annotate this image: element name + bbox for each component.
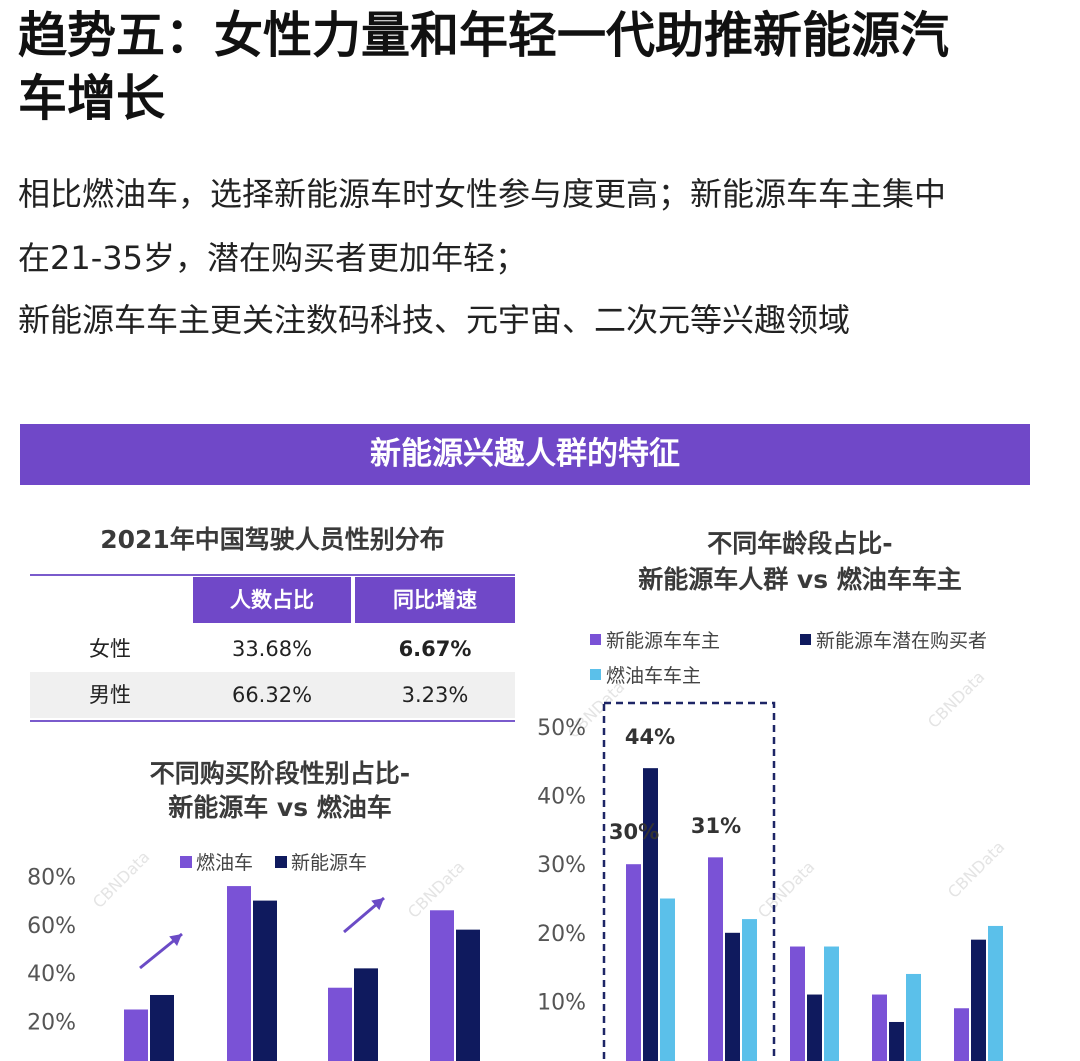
table-row-male-bg bbox=[30, 672, 515, 718]
table-row-female-growth: 6.67% bbox=[398, 637, 472, 661]
bar bbox=[725, 932, 740, 1061]
y-tick-label: 40% bbox=[537, 785, 586, 810]
bar bbox=[124, 1009, 148, 1061]
bar bbox=[954, 1008, 969, 1061]
bar bbox=[328, 987, 352, 1061]
table-header-share: 人数占比 bbox=[193, 577, 351, 623]
bar bbox=[872, 994, 887, 1061]
bar bbox=[988, 925, 1003, 1061]
bar bbox=[708, 857, 723, 1061]
body-line-2: 在21-35岁，潜在购买者更加年轻； bbox=[18, 239, 527, 277]
legend-swatch bbox=[590, 634, 601, 645]
left-chart-title-line-1: 不同购买阶段性别占比- bbox=[149, 759, 411, 788]
data-label: 30% bbox=[609, 820, 659, 844]
trend-arrow-head bbox=[371, 898, 384, 911]
gender-table-title: 2021年中国驾驶人员性别分布 bbox=[100, 525, 445, 554]
y-tick-label: 80% bbox=[27, 865, 76, 890]
bar bbox=[790, 946, 805, 1061]
bar bbox=[906, 973, 921, 1061]
bar bbox=[227, 886, 251, 1061]
bar bbox=[626, 864, 641, 1061]
data-label: 44% bbox=[625, 725, 675, 749]
bar bbox=[660, 898, 675, 1061]
legend-label: 燃油车 bbox=[196, 852, 253, 874]
title-line-2: 车增长 bbox=[18, 70, 166, 127]
legend-swatch bbox=[180, 856, 192, 868]
bar bbox=[807, 994, 822, 1061]
data-label: 31% bbox=[691, 814, 741, 838]
bar bbox=[430, 910, 454, 1061]
table-row-female-label: 女性 bbox=[89, 637, 131, 661]
left-chart-title-line-2: 新能源车 vs 燃油车 bbox=[168, 793, 392, 822]
y-tick-label: 40% bbox=[27, 962, 76, 987]
table-top-rule bbox=[30, 574, 515, 576]
legend-label: 新能源车潜在购买者 bbox=[816, 630, 987, 652]
y-tick-label: 20% bbox=[537, 922, 586, 947]
y-tick-label: 20% bbox=[27, 1011, 76, 1036]
right-chart-title-line-2: 新能源车人群 vs 燃油车车主 bbox=[638, 565, 962, 594]
legend-label: 新能源车 bbox=[291, 852, 367, 874]
body-line-3: 新能源车车主更关注数码科技、元宇宙、二次元等兴趣领域 bbox=[18, 301, 851, 339]
trend-arrow-head bbox=[169, 934, 182, 947]
bar bbox=[253, 900, 277, 1061]
y-tick-label: 60% bbox=[27, 914, 76, 939]
bar bbox=[643, 768, 658, 1061]
highlight-box bbox=[602, 701, 776, 1061]
y-tick-label: 50% bbox=[537, 716, 586, 741]
bar bbox=[971, 939, 986, 1061]
bar bbox=[150, 994, 174, 1061]
legend-label: 新能源车车主 bbox=[606, 630, 720, 652]
table-bottom-rule bbox=[30, 720, 515, 722]
title-line-1: 趋势五：女性力量和年轻一代助推新能源汽 bbox=[18, 7, 950, 64]
table-header-growth: 同比增速 bbox=[355, 577, 515, 623]
table-row-male-label: 男性 bbox=[89, 683, 131, 707]
legend-swatch bbox=[800, 634, 811, 645]
bar bbox=[456, 929, 480, 1061]
legend-label: 燃油车车主 bbox=[606, 665, 701, 687]
body-line-1: 相比燃油车，选择新能源车时女性参与度更高；新能源车车主集中 bbox=[18, 175, 947, 213]
table-row-male-share: 66.32% bbox=[231, 683, 313, 707]
table-row-female-share: 33.68% bbox=[231, 637, 313, 661]
bar bbox=[354, 968, 378, 1061]
bar bbox=[889, 1021, 904, 1061]
bar bbox=[742, 919, 757, 1061]
table-row-male-growth: 3.23% bbox=[401, 683, 469, 707]
section-banner: 新能源兴趣人群的特征 bbox=[20, 424, 1030, 485]
legend-swatch bbox=[275, 856, 287, 868]
right-chart-title-line-1: 不同年龄段占比- bbox=[707, 529, 893, 558]
y-tick-label: 30% bbox=[537, 853, 586, 878]
legend-swatch bbox=[590, 669, 601, 680]
page-title: 趋势五：女性力量和年轻一代助推新能源汽 车增长 bbox=[18, 4, 1058, 130]
bar bbox=[824, 946, 839, 1061]
y-tick-label: 10% bbox=[537, 990, 586, 1015]
